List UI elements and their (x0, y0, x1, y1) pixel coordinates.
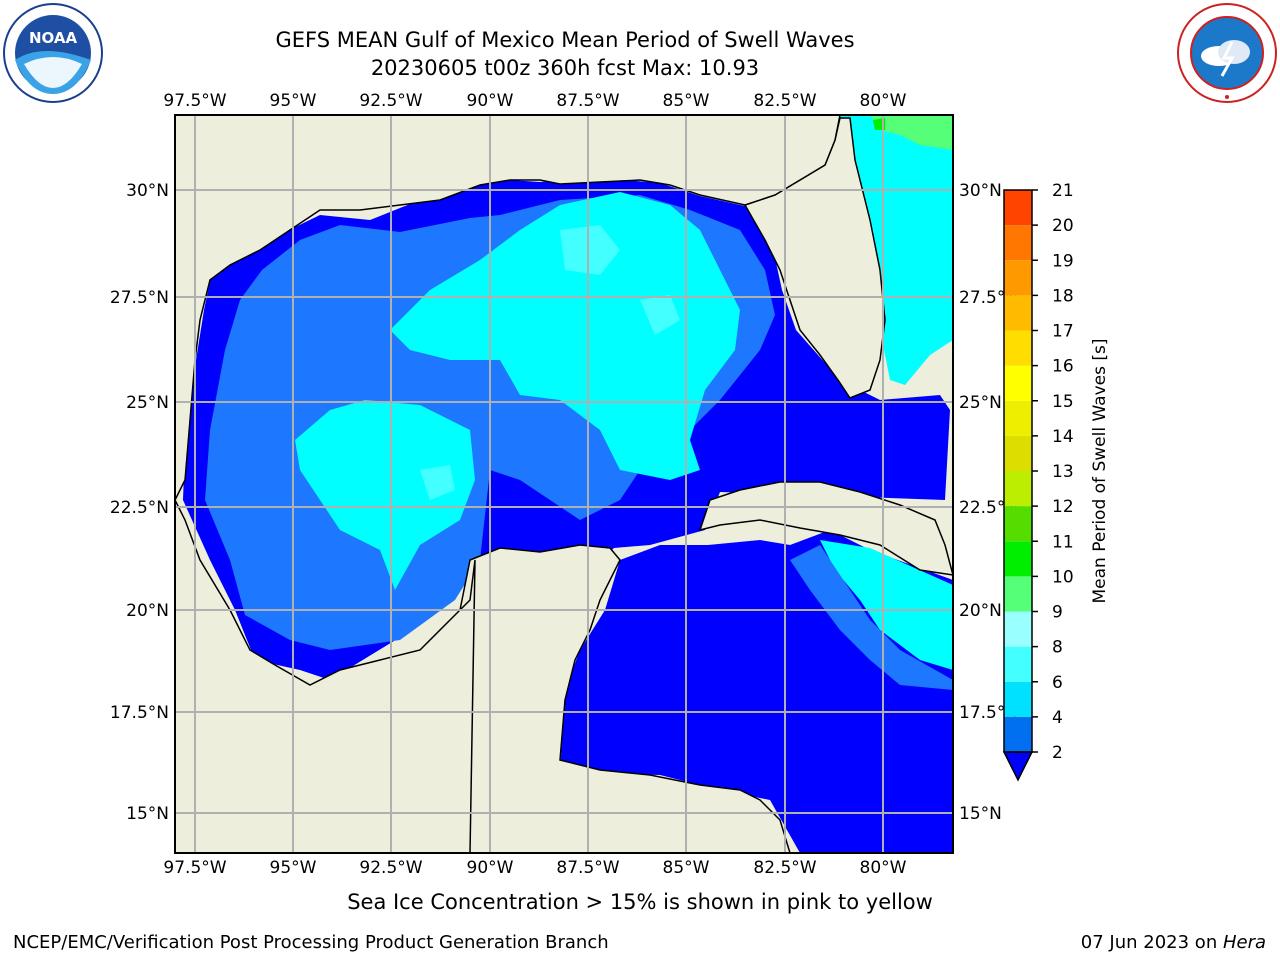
lon-tick-bottom: 85°W (663, 858, 710, 878)
lon-tick-top: 90°W (467, 91, 514, 111)
band-6-8s-west (295, 400, 475, 590)
band-10-11s-atlantic (870, 115, 953, 150)
colorbar-tick-label: 14 (1052, 427, 1074, 447)
colorbar-tick-label: 19 (1052, 251, 1074, 271)
lon-tick-bottom: 80°W (860, 858, 907, 878)
colorbar-segment (1004, 471, 1032, 507)
colorbar-segment (1004, 190, 1032, 226)
colorbar-tick-label: 10 (1052, 567, 1074, 587)
lat-tick-right: 25°N (959, 393, 1002, 413)
colorbar-tick-label: 17 (1052, 322, 1074, 342)
colorbar-segment (1004, 681, 1032, 717)
colorbar-tick-label: 13 (1052, 462, 1074, 482)
lon-tick-bottom: 97.5°W (163, 858, 226, 878)
colorbar-extend-arrow (1002, 751, 1034, 782)
chart-subtitle: 20230605 t00z 360h fcst Max: 10.93 (370, 56, 760, 80)
colorbar-segment (1004, 295, 1032, 331)
band-6-8s-caribbean (820, 540, 953, 670)
colorbar-tick-label: 20 (1052, 216, 1074, 236)
lat-tick-left: 15°N (126, 804, 169, 824)
lat-tick-right: 15°N (959, 804, 1002, 824)
band-8-9s-spots (420, 225, 680, 500)
lon-tick-bottom: 82.5°W (753, 858, 816, 878)
colorbar-tick-label: 11 (1052, 532, 1074, 552)
lon-tick-bottom: 92.5°W (359, 858, 422, 878)
colorbar-segment (1004, 260, 1032, 296)
band-4-6s-caribbean (790, 545, 953, 690)
colorbar-tick-label: 15 (1052, 392, 1074, 412)
colorbar-tick-label: 4 (1052, 708, 1063, 728)
noaa-logo-text: NOAA (29, 29, 78, 47)
colorbar-tick-label: 6 (1052, 673, 1063, 693)
colorbar-segment (1004, 330, 1032, 366)
footer-host: Hera (1222, 932, 1266, 953)
colorbar-segment (1004, 365, 1032, 401)
lon-tick-top: 97.5°W (163, 91, 226, 111)
nws-logo (1177, 3, 1277, 103)
lon-tick-top: 80°W (860, 91, 907, 111)
map-frame (174, 114, 954, 854)
lat-tick-right: 30°N (959, 181, 1002, 201)
band-6-8s-north (390, 192, 740, 480)
lon-tick-top: 82.5°W (753, 91, 816, 111)
lon-tick-top: 85°W (663, 91, 710, 111)
lon-tick-bottom: 95°W (270, 858, 317, 878)
footer-date: 07 Jun 2023 on Hera (1081, 932, 1266, 953)
colorbar-tick-label: 18 (1052, 286, 1074, 306)
colorbar-label: Mean Period of Swell Waves [s] (1090, 339, 1110, 604)
colorbar-segment (1004, 646, 1032, 682)
footer-date-text: 07 Jun 2023 on (1080, 932, 1223, 953)
mexico-east-coast (175, 499, 476, 853)
lat-tick-left: 22.5°N (110, 498, 169, 518)
colorbar-segment (1004, 506, 1032, 542)
lat-tick-left: 27.5°N (110, 288, 169, 308)
lon-tick-top: 95°W (270, 91, 317, 111)
colorbar-segment (1004, 225, 1032, 261)
colorbar-segment (1004, 435, 1032, 471)
lon-tick-top: 87.5°W (556, 91, 619, 111)
lat-tick-left: 17.5°N (110, 703, 169, 723)
colorbar-segment (1004, 716, 1032, 752)
colorbar-segment (1004, 611, 1032, 647)
sea-ice-note: Sea Ice Concentration > 15% is shown in … (347, 890, 933, 914)
lat-tick-left: 25°N (126, 393, 169, 413)
lat-tick-right: 20°N (959, 601, 1002, 621)
colorbar-segment (1004, 400, 1032, 436)
footer-credit: NCEP/EMC/Verification Post Processing Pr… (13, 932, 609, 953)
lon-tick-bottom: 87.5°W (556, 858, 619, 878)
cuba (698, 481, 953, 576)
lon-tick-top: 92.5°W (359, 91, 422, 111)
colorbar-tick-label: 2 (1052, 743, 1063, 763)
chart-title: GEFS MEAN Gulf of Mexico Mean Period of … (275, 28, 855, 52)
lat-tick-left: 30°N (126, 181, 169, 201)
colorbar-segment (1004, 541, 1032, 577)
band-6-8s-atlantic (835, 115, 953, 385)
colorbar-tick-label: 9 (1052, 603, 1063, 623)
colorbar-tick-label: 8 (1052, 638, 1063, 658)
colorbar-tick-label: 16 (1052, 357, 1074, 377)
colorbar-tick-label: 12 (1052, 497, 1074, 517)
colorbar-tick-label: 21 (1052, 181, 1074, 201)
lon-tick-bottom: 90°W (467, 858, 514, 878)
colorbar-segment (1004, 576, 1032, 612)
colorbar: 2 4 6 8 9 10 11 12 13 14 15 16 17 18 19 20 21 (1002, 181, 1074, 782)
lat-lon-grid (175, 115, 953, 853)
noaa-logo: NOAA (3, 3, 103, 103)
lat-tick-left: 20°N (126, 601, 169, 621)
